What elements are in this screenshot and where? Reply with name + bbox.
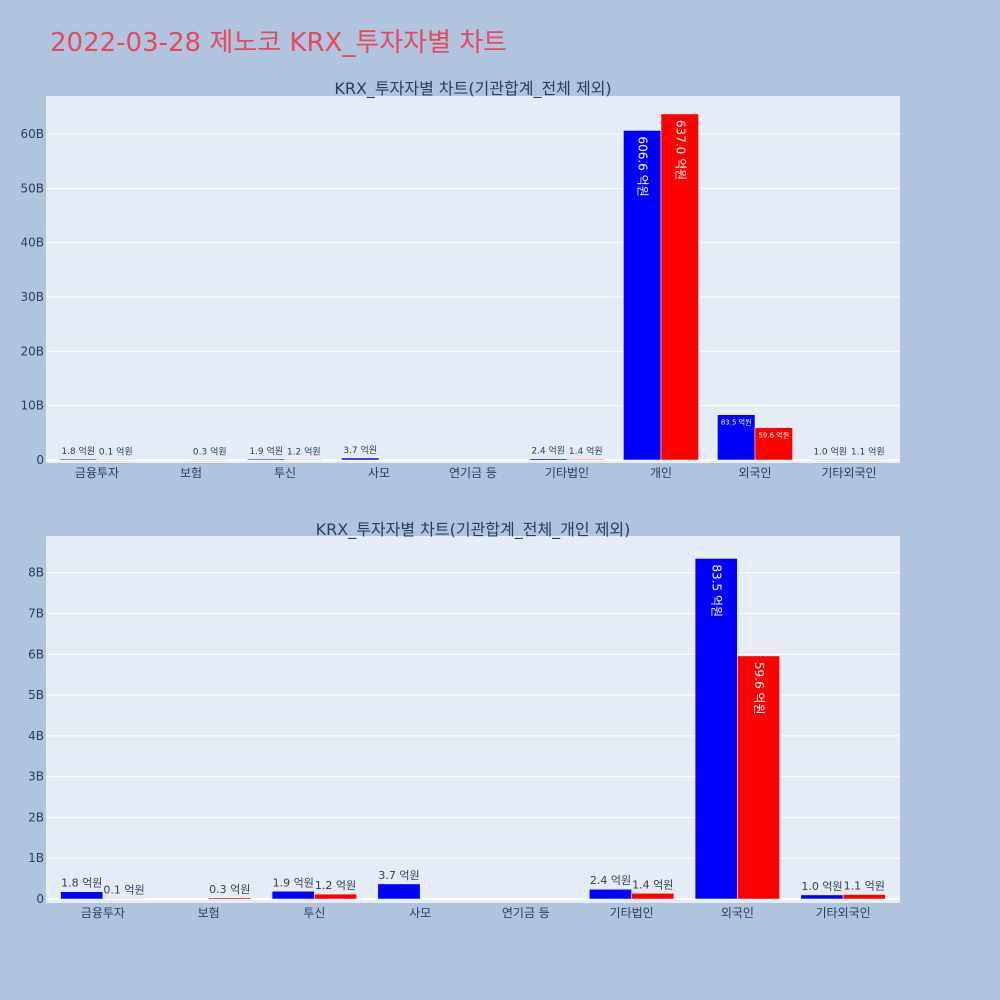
- bar-sell: [842, 894, 886, 900]
- bar-sell: [314, 893, 357, 900]
- y-tick-label: 8B: [28, 566, 44, 580]
- data-label: 2.4 억원: [590, 874, 631, 887]
- bar-buy: [60, 891, 104, 900]
- y-tick-label: 3B: [28, 770, 44, 784]
- data-label: 1.2 억원: [315, 879, 356, 892]
- y-tick-label: 60B: [20, 127, 44, 141]
- data-label: 59.6 억원: [758, 431, 789, 440]
- bar-buy: [694, 558, 738, 900]
- bar-sell: [660, 113, 699, 461]
- data-label: 3.7 억원: [343, 444, 377, 456]
- bar-sell: [754, 427, 793, 461]
- data-label: 59.6 억원: [752, 662, 766, 715]
- x-tick-label: 투신: [303, 906, 325, 920]
- data-label: 83.5 억원: [721, 418, 752, 427]
- x-tick-label: 기타법인: [610, 906, 654, 920]
- data-label: 1.9 억원: [273, 876, 314, 889]
- x-tick-label: 금융투자: [75, 466, 119, 480]
- bar-sell: [190, 459, 229, 461]
- data-label: 1.1 억원: [844, 880, 885, 893]
- data-label: 1.8 억원: [61, 877, 102, 890]
- data-label: 1.8 억원: [61, 445, 95, 457]
- chart-panel-1: [46, 96, 900, 463]
- y-tick-label: 1B: [28, 851, 44, 865]
- bar-sell: [631, 893, 675, 900]
- bar-buy: [59, 458, 98, 461]
- y-tick-label: 6B: [28, 647, 44, 661]
- y-tick-label: 40B: [20, 236, 44, 250]
- bar-sell: [566, 458, 605, 461]
- y-tick-label: 4B: [28, 729, 44, 743]
- bar-buy: [623, 130, 662, 461]
- bar-sell: [737, 655, 780, 900]
- bar-buy: [811, 459, 850, 461]
- chart-panel-2: [46, 536, 900, 903]
- data-label: 3.7 억원: [378, 869, 419, 882]
- y-tick-label: 10B: [20, 399, 44, 413]
- x-tick-label: 보험: [198, 906, 220, 920]
- data-label: 0.3 억원: [193, 445, 227, 457]
- data-label: 0.1 억원: [103, 883, 144, 896]
- x-tick-label: 연기금 등: [502, 906, 550, 920]
- bar-sell: [208, 897, 252, 900]
- bar-sell: [284, 459, 323, 461]
- x-tick-label: 외국인: [738, 466, 771, 480]
- bar-sell: [102, 898, 146, 900]
- data-label: 1.1 억원: [851, 445, 885, 457]
- x-tick-label: 기타법인: [545, 466, 589, 480]
- x-tick-label: 개인: [650, 466, 672, 480]
- bar-buy: [529, 458, 568, 461]
- data-label: 637.0 억원: [673, 120, 687, 180]
- bar-buy: [377, 883, 421, 900]
- bar-sell: [96, 459, 135, 461]
- bar-buy: [341, 457, 380, 461]
- data-label: 1.0 억원: [801, 880, 842, 893]
- plot-area: [46, 96, 900, 463]
- x-tick-label: 외국인: [721, 906, 754, 920]
- page-title: 2022-03-28 제노코 KRX_투자자별 차트: [50, 28, 508, 58]
- bar-sell: [848, 459, 887, 461]
- bar-buy: [271, 891, 315, 900]
- y-tick-label: 5B: [28, 688, 44, 702]
- y-tick-label: 20B: [20, 344, 44, 358]
- x-tick-label: 사모: [368, 466, 390, 480]
- x-tick-label: 기타외국인: [821, 466, 876, 480]
- data-label: 1.4 억원: [569, 445, 603, 457]
- data-label: 1.2 억원: [287, 445, 321, 457]
- data-label: 1.9 억원: [249, 445, 283, 457]
- chart-title: KRX_투자자별 차트(기관합계_전체 제외): [334, 79, 611, 99]
- bar-buy: [717, 414, 756, 461]
- x-tick-label: 연기금 등: [449, 466, 497, 480]
- y-tick-label: 30B: [20, 290, 44, 304]
- y-tick-label: 2B: [28, 810, 44, 824]
- data-label: 0.3 억원: [209, 883, 250, 896]
- data-label: 0.1 억원: [99, 445, 133, 457]
- x-tick-label: 투신: [274, 466, 296, 480]
- chart-title: KRX_투자자별 차트(기관합계_전체_개인 제외): [316, 520, 631, 540]
- data-label: 2.4 억원: [531, 445, 565, 457]
- x-tick-label: 금융투자: [81, 906, 125, 920]
- y-tick-label: 0: [36, 892, 44, 906]
- bar-buy: [247, 458, 286, 461]
- x-tick-label: 기타외국인: [816, 906, 871, 920]
- y-tick-label: 0: [36, 453, 44, 467]
- data-label: 1.0 억원: [813, 445, 847, 457]
- y-tick-label: 7B: [28, 606, 44, 620]
- data-label: 83.5 억원: [710, 564, 724, 617]
- bar-buy: [589, 888, 632, 900]
- x-tick-label: 보험: [180, 466, 202, 480]
- x-tick-label: 사모: [409, 906, 431, 920]
- bar-buy: [800, 894, 844, 900]
- data-label: 606.6 억원: [636, 136, 650, 196]
- data-label: 1.4 억원: [632, 878, 673, 891]
- y-tick-label: 50B: [20, 181, 44, 195]
